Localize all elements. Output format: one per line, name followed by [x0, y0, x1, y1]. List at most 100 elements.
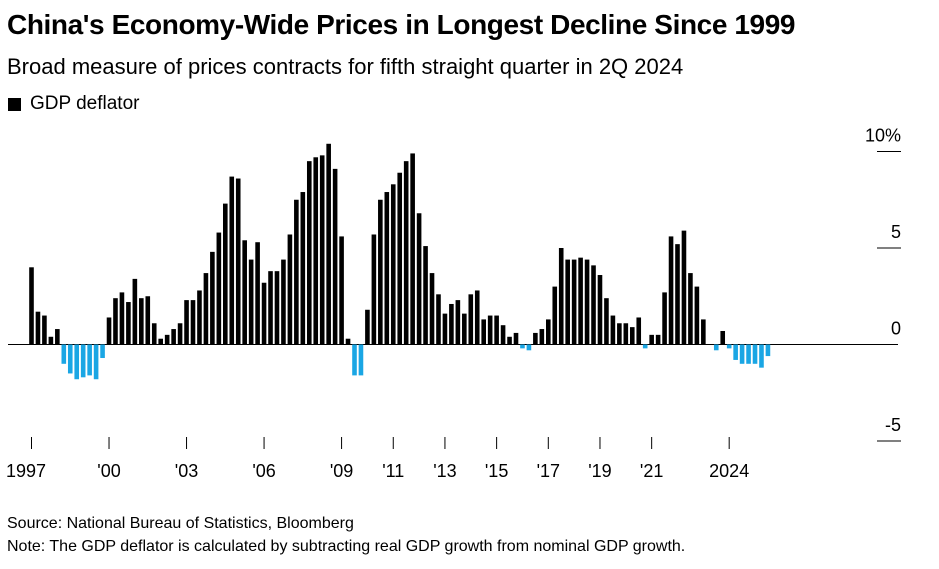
bar: [578, 257, 583, 345]
bar: [255, 242, 260, 345]
bar: [474, 290, 480, 345]
x-tick-label: '13: [433, 461, 456, 481]
bar: [403, 161, 409, 345]
bar: [662, 292, 667, 345]
bar: [507, 336, 512, 345]
bar: [371, 234, 377, 345]
bar: [733, 344, 738, 360]
bar: [610, 315, 616, 345]
bar: [384, 192, 390, 345]
bar: [306, 161, 312, 345]
methodology-note: Note: The GDP deflator is calculated by …: [7, 538, 686, 555]
bar: [565, 259, 570, 345]
bar: [739, 344, 745, 364]
chart-subtitle: Broad measure of prices contracts for fi…: [7, 54, 684, 79]
bar: [145, 296, 151, 345]
bar: [642, 344, 648, 349]
bar: [429, 273, 435, 345]
bar: [365, 309, 370, 345]
bar: [248, 259, 254, 345]
bar: [35, 311, 41, 345]
bar: [752, 344, 758, 364]
y-tick-label: -5: [885, 415, 901, 435]
bar: [552, 286, 558, 345]
bar: [455, 300, 461, 345]
bar: [203, 273, 209, 345]
bar: [526, 344, 532, 351]
bar: [462, 313, 467, 345]
bar: [223, 203, 228, 345]
bar: [591, 265, 596, 345]
bar: [48, 336, 54, 345]
x-tick-label: 2024: [709, 461, 749, 481]
bar: [29, 267, 34, 345]
x-tick-label: '03: [175, 461, 198, 481]
bar-chart: 10% 5 0 -5 1997 '00 '03 '06 '09 '11 '13 '15 '17 '19 '2…: [6, 126, 901, 481]
bar: [571, 259, 577, 345]
bar: [332, 168, 338, 345]
bar: [42, 315, 47, 345]
legend-swatch: [8, 97, 21, 111]
bar: [216, 232, 222, 345]
bar: [701, 319, 706, 345]
bar: [197, 290, 202, 345]
x-tick-label: '00: [97, 461, 120, 481]
bar: [177, 323, 183, 345]
x-tick-label: '19: [588, 461, 611, 481]
bar: [55, 329, 60, 345]
bar: [539, 329, 545, 345]
bar: [210, 251, 215, 345]
bar: [119, 292, 125, 345]
bar: [378, 199, 383, 345]
bar: [287, 234, 293, 345]
bar: [494, 315, 499, 345]
bar: [558, 248, 564, 345]
bar: [694, 286, 700, 345]
x-tick-label: '06: [252, 461, 275, 481]
x-tick-label: '21: [640, 461, 663, 481]
bar: [313, 157, 319, 345]
chart-title: China's Economy-Wide Prices in Longest D…: [7, 9, 796, 40]
bar: [442, 313, 448, 345]
bar: [726, 344, 732, 349]
bar: [106, 317, 112, 345]
legend: GDP deflator: [8, 93, 139, 115]
bar: [268, 271, 273, 345]
y-tick-label: 0: [891, 319, 901, 339]
bar: [100, 344, 105, 359]
bar: [229, 176, 235, 345]
bar: [720, 330, 726, 345]
bar: [339, 236, 344, 345]
bar: [171, 329, 176, 345]
bar: [93, 344, 99, 380]
bar: [67, 344, 73, 374]
bar: [87, 344, 92, 376]
bar: [126, 302, 131, 345]
y-tick-label: 10%: [865, 126, 901, 146]
bar: [281, 259, 286, 345]
bar: [546, 319, 551, 345]
bar: [235, 178, 241, 345]
bar: [513, 332, 519, 345]
bar: [423, 246, 428, 345]
bar: [623, 323, 629, 345]
bar: [390, 184, 396, 345]
bar: [397, 172, 403, 345]
bar: [533, 332, 538, 345]
bar: [300, 192, 306, 345]
bar: [597, 275, 603, 345]
bar: [151, 323, 157, 345]
bar: [274, 271, 280, 345]
bar: [746, 344, 751, 364]
y-tick-label: 5: [891, 222, 901, 242]
bar: [410, 153, 415, 345]
bar: [326, 143, 331, 345]
bar: [668, 236, 674, 345]
bar: [629, 327, 635, 345]
bar: [688, 273, 693, 345]
bar: [481, 319, 486, 345]
bar: [158, 338, 163, 345]
bar: [139, 298, 144, 345]
bar: [655, 334, 661, 345]
bar: [436, 294, 441, 345]
